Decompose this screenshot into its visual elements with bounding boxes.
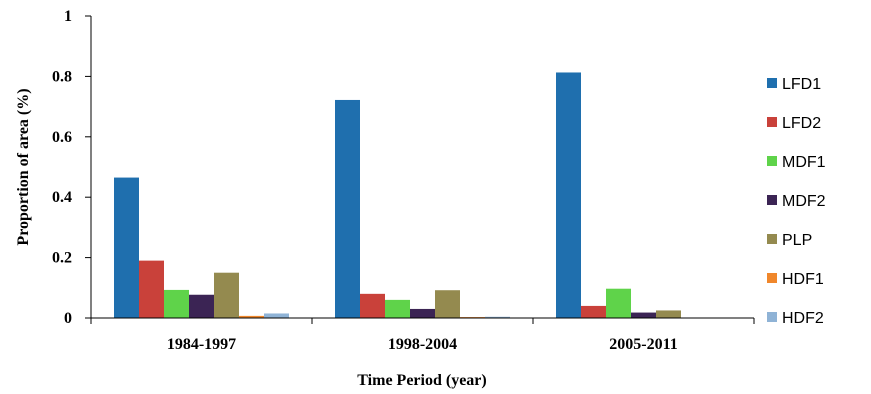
legend-label-lfd1: LFD1 [782, 76, 821, 93]
bar-hdf2-1984-1997 [264, 313, 289, 318]
legend-label-mdf1: MDF1 [782, 154, 826, 171]
bar-plp-2005-2011 [656, 310, 681, 318]
bar-mdf2-1998-2004 [410, 308, 435, 318]
legend-swatch-hdf2 [767, 312, 777, 322]
bar-plp-1998-2004 [435, 290, 460, 318]
legend-label-hdf2: HDF2 [782, 310, 824, 327]
bar-mdf2-2005-2011 [631, 312, 656, 318]
x-tick-label: 1998-2004 [388, 336, 457, 353]
y-tick-label: 1 [64, 8, 72, 25]
legend-label-lfd2: LFD2 [782, 115, 821, 132]
bars-group [114, 72, 731, 319]
bar-mdf1-1984-1997 [164, 289, 189, 318]
x-tick-label: 1984-1997 [167, 336, 236, 353]
x-ticks-group: 1984-1997 1998-2004 2005-2011 [90, 318, 755, 353]
bar-lfd1-1998-2004 [335, 99, 360, 319]
legend-label-mdf2: MDF2 [782, 193, 826, 210]
bar-mdf1-2005-2011 [606, 288, 631, 318]
legend-label-hdf1: HDF1 [782, 271, 824, 288]
legend-swatch-plp [767, 234, 777, 244]
bar-hdf1-1984-1997 [239, 315, 264, 318]
x-axis-title: Time Period (year) [357, 372, 486, 389]
bar-lfd2-2005-2011 [581, 305, 606, 318]
x-tick-label: 2005-2011 [609, 336, 677, 353]
bar-plp-1984-1997 [214, 272, 239, 318]
legend-swatch-mdf1 [767, 156, 777, 166]
y-tick-label: 0.8 [52, 68, 72, 85]
bar-mdf1-1998-2004 [385, 299, 410, 318]
legend: LFD1 LFD2 MDF1 MDF2 PLP HDF1 HDF2 [767, 76, 826, 327]
bar-lfd1-1984-1997 [114, 177, 139, 318]
bar-hdf2-1998-2004 [485, 316, 510, 318]
y-tick-label: 0.6 [52, 129, 72, 146]
bar-lfd2-1998-2004 [360, 293, 385, 318]
y-tick-label: 0.2 [52, 250, 72, 267]
y-tick-label: 0.4 [52, 189, 72, 206]
legend-label-plp: PLP [782, 232, 812, 249]
y-ticks-group: 0 0.2 0.4 0.6 0.8 1 [52, 8, 91, 327]
y-axis-title: Proportion of area (%) [15, 88, 32, 245]
y-tick-label: 0 [64, 310, 72, 327]
legend-swatch-hdf1 [767, 273, 777, 283]
bar-lfd1-2005-2011 [556, 72, 581, 318]
bar-lfd2-1984-1997 [139, 260, 164, 318]
legend-swatch-mdf2 [767, 195, 777, 205]
bar-mdf2-1984-1997 [189, 294, 214, 318]
legend-swatch-lfd2 [767, 117, 777, 127]
legend-swatch-lfd1 [767, 78, 777, 88]
